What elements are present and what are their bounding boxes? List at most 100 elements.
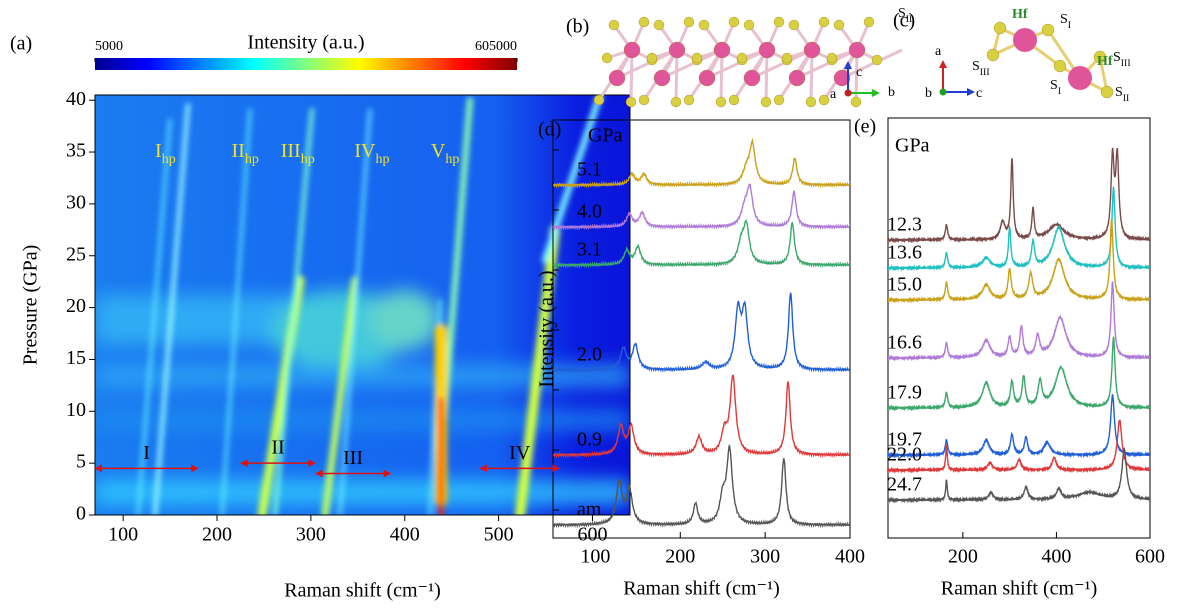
bond (674, 49, 679, 103)
branch-label-sub: hp (301, 152, 315, 167)
spectrum (553, 183, 850, 231)
y-tick-label: 15 (66, 347, 86, 369)
x-tick-label: 300 (296, 524, 326, 546)
x-axis-label: Raman shift (cm⁻¹) (284, 580, 441, 602)
y-tick-label: 40 (66, 88, 86, 110)
atom (736, 52, 748, 64)
atom (818, 16, 830, 28)
bond (841, 48, 903, 80)
colorbar-tick-label: 605000 (475, 39, 517, 54)
y-tick-label: 35 (66, 140, 86, 162)
spectrum (888, 147, 1150, 244)
x-tick-label: 400 (1041, 546, 1071, 568)
y-tick-label: 30 (66, 191, 86, 213)
axis-label: b (925, 86, 932, 101)
atom-label: SII (898, 6, 912, 25)
atom (728, 94, 740, 106)
x-tick-label: 200 (202, 524, 232, 546)
branch-label: Vhp (431, 140, 459, 167)
y-tick-label: 25 (66, 243, 86, 265)
atom (826, 52, 838, 64)
spectrum (553, 218, 850, 269)
atom (993, 21, 1007, 35)
atom (758, 41, 776, 59)
series-label: 19.7 (887, 429, 922, 451)
bond (764, 49, 769, 103)
spectrum (553, 137, 850, 189)
atom (871, 54, 883, 66)
x-axis-label: Raman shift (cm⁻¹) (623, 578, 780, 600)
atom (670, 96, 682, 108)
panel-label: (b) (566, 16, 589, 38)
atom (760, 96, 772, 108)
x-tick-label: 200 (665, 546, 695, 568)
axis-dot (844, 89, 852, 97)
atom-label-main: S (1050, 78, 1058, 93)
spectrum (888, 447, 1150, 504)
panel-label: (d) (538, 119, 561, 141)
atom (743, 69, 761, 87)
atom (788, 19, 800, 31)
y-tick-label: 5 (76, 451, 86, 473)
spectra-group (888, 147, 1150, 504)
x-tick-label: 100 (580, 546, 610, 568)
branch-label: Ihp (155, 140, 176, 167)
atom (833, 19, 845, 31)
atom-label-sub: I (1068, 20, 1071, 31)
atom-label-sub: II (906, 14, 913, 25)
spectrum (888, 219, 1150, 304)
bond (719, 49, 724, 103)
atom (623, 41, 641, 59)
spectrum (553, 444, 850, 529)
atom (683, 94, 695, 106)
atom-label-main: Hf (1012, 7, 1028, 22)
spectrum (888, 281, 1150, 362)
y-tick-label: 20 (66, 295, 86, 317)
series-label: 17.9 (887, 382, 922, 404)
branch-label-sub: hp (375, 152, 389, 167)
heatmap-field (95, 95, 630, 515)
colorbar-label: Intensity (a.u.) (247, 32, 364, 54)
atom (715, 96, 727, 108)
spectra-group (553, 137, 850, 529)
atom (1093, 50, 1107, 64)
atom (625, 96, 637, 108)
phase-range-label: IV (509, 442, 531, 464)
arrow-head (844, 61, 852, 69)
atom-label-main: S (1060, 12, 1068, 27)
atom (1013, 28, 1037, 52)
atom (653, 19, 665, 31)
x-tick-label: 300 (750, 546, 780, 568)
branch-label-sub: hp (162, 152, 176, 167)
bond (629, 49, 634, 103)
atom (833, 69, 851, 87)
phase-range-label: II (271, 437, 284, 459)
atom (593, 94, 605, 106)
phase-range-label: I (143, 442, 150, 464)
atom-label-sub: I (1058, 86, 1061, 97)
y-axis-label: Pressure (GPa) (20, 245, 42, 366)
atom (986, 48, 1000, 62)
atom-label-main: Hf (1097, 54, 1113, 69)
branch-label-main: I (155, 140, 162, 162)
series-label: am (577, 499, 602, 521)
atom (668, 41, 686, 59)
x-tick-label: 400 (390, 524, 420, 546)
spectrum (888, 394, 1150, 459)
atom-label: SI (1050, 78, 1061, 97)
atom (788, 69, 806, 87)
series-label: 2.0 (577, 344, 602, 366)
branch-label-main: II (232, 140, 245, 162)
arrow-head (872, 89, 880, 97)
colorbar-tick-label: 5000 (95, 39, 123, 54)
spectrum (888, 419, 1150, 474)
atom (805, 96, 817, 108)
series-label: 13.6 (887, 242, 922, 264)
x-tick-label: 500 (484, 524, 514, 546)
axis-label: a (935, 44, 942, 59)
x-tick-label: 600 (1135, 546, 1165, 568)
atom-label-sub: III (980, 67, 990, 78)
axis-label: b (888, 85, 895, 100)
spectrum (553, 292, 850, 374)
atom (1068, 66, 1092, 90)
